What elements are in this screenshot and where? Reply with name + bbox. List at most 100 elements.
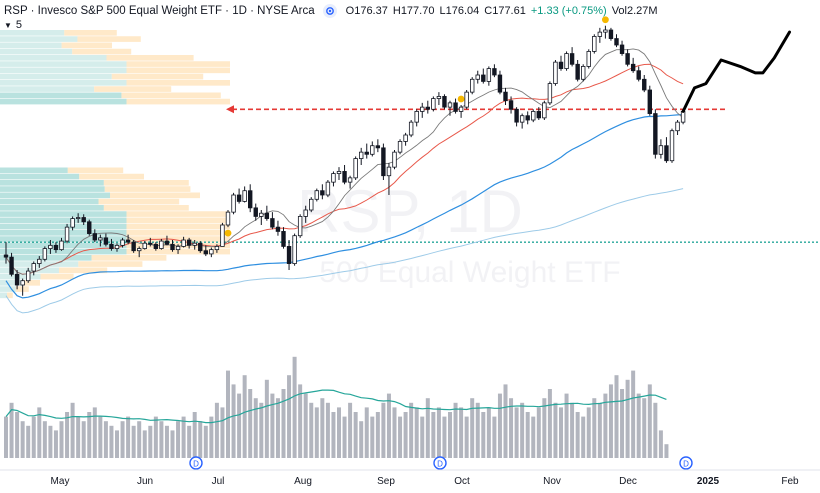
candle-body [281, 231, 286, 247]
candle-body [569, 53, 575, 65]
dividend-event-icon[interactable]: D [433, 456, 447, 470]
x-axis: May Jun Jul Aug Sep Oct Nov Dec 2025 Feb [0, 469, 820, 487]
dividend-event-icon[interactable]: D [679, 456, 693, 470]
candle [275, 220, 281, 236]
candle-body [70, 218, 75, 228]
candle [42, 246, 48, 262]
dividend-circle [679, 456, 693, 470]
candle-body [159, 240, 164, 249]
indicators-toggle[interactable]: ▼ 5 [4, 19, 22, 31]
candle-body [469, 78, 475, 93]
volume-bar [231, 384, 236, 458]
candle-body [53, 244, 59, 251]
candle [420, 102, 425, 118]
candle-body [242, 190, 247, 202]
candle-body [292, 235, 297, 264]
candle [53, 242, 59, 253]
volume-bar [509, 398, 514, 458]
candle-body [175, 246, 181, 251]
candle [292, 233, 297, 266]
candle [381, 143, 386, 180]
candle-body [503, 91, 508, 102]
candle [658, 139, 664, 159]
candle-body [525, 115, 530, 121]
vp-row [0, 223, 127, 230]
volume-bar [42, 421, 47, 458]
candle-body [98, 237, 103, 241]
projection-path [681, 30, 791, 113]
candle [592, 34, 597, 54]
symbol-title[interactable]: RSP · Invesco S&P 500 Equal Weight ETF ·… [4, 5, 315, 17]
candle [558, 55, 564, 71]
candle-body [397, 141, 403, 153]
high-label: H [392, 5, 401, 17]
candle [153, 242, 159, 251]
volume-bar [170, 430, 175, 458]
candle-body [675, 121, 680, 132]
vp-row-sell [104, 186, 191, 192]
candle [125, 234, 131, 245]
candle [281, 227, 286, 249]
vp-row-sell [58, 267, 108, 274]
volume-bar [164, 425, 169, 458]
volume-bar [564, 393, 569, 458]
volume-bar [503, 384, 508, 458]
volume-bar [48, 425, 53, 458]
volume-bar [647, 384, 652, 458]
candle-body [431, 98, 436, 110]
volume-bar [453, 402, 458, 458]
candle-body [236, 194, 242, 202]
candle-body [619, 44, 625, 54]
dividend-letter: D [437, 460, 443, 469]
candle [358, 147, 364, 165]
low-value: 176.04 [445, 5, 480, 17]
candle-body [170, 243, 175, 251]
candle-body [519, 115, 525, 123]
volume-bar [309, 402, 314, 458]
signal-marker [457, 95, 465, 103]
vp-row [0, 286, 16, 292]
candle-body [492, 68, 497, 76]
candle-body [164, 240, 170, 245]
volume-bar [9, 402, 14, 458]
volume-bar [381, 402, 386, 458]
candle-body [336, 171, 342, 174]
candle-body [592, 36, 597, 52]
candle [309, 197, 314, 213]
sma-100-line [5, 188, 684, 314]
candle-body [297, 216, 303, 237]
candles [3, 16, 686, 296]
vp-row-sell [106, 55, 194, 61]
candle [209, 247, 214, 258]
candle [581, 64, 586, 82]
volume-bar [636, 393, 641, 458]
candle-body [669, 130, 675, 162]
candle-body [247, 190, 253, 209]
volume-bar [375, 412, 380, 458]
volume-bar [253, 398, 258, 458]
vp-row-sell [79, 173, 144, 180]
candle [181, 236, 186, 248]
candle-body [87, 221, 92, 234]
volume-bar [608, 384, 613, 458]
candle-body [642, 78, 647, 91]
candle-body [253, 207, 258, 217]
low-label: L [439, 5, 446, 17]
x-tick-label: Nov [543, 476, 561, 487]
vp-row [0, 98, 127, 105]
projection-line [681, 30, 791, 113]
close-label: C [484, 5, 493, 17]
volume-bar [470, 398, 475, 458]
candle-body [286, 246, 292, 264]
vp-row [0, 211, 127, 217]
candle-body [603, 29, 608, 33]
volume-bar [259, 402, 264, 458]
candle-body [9, 256, 14, 275]
eye-icon[interactable] [322, 4, 337, 18]
volume-bar [570, 402, 575, 458]
collapse-arrow-icon[interactable]: ▼ [4, 20, 12, 30]
candle [175, 244, 181, 254]
dividend-event-icon[interactable]: D [189, 456, 203, 470]
